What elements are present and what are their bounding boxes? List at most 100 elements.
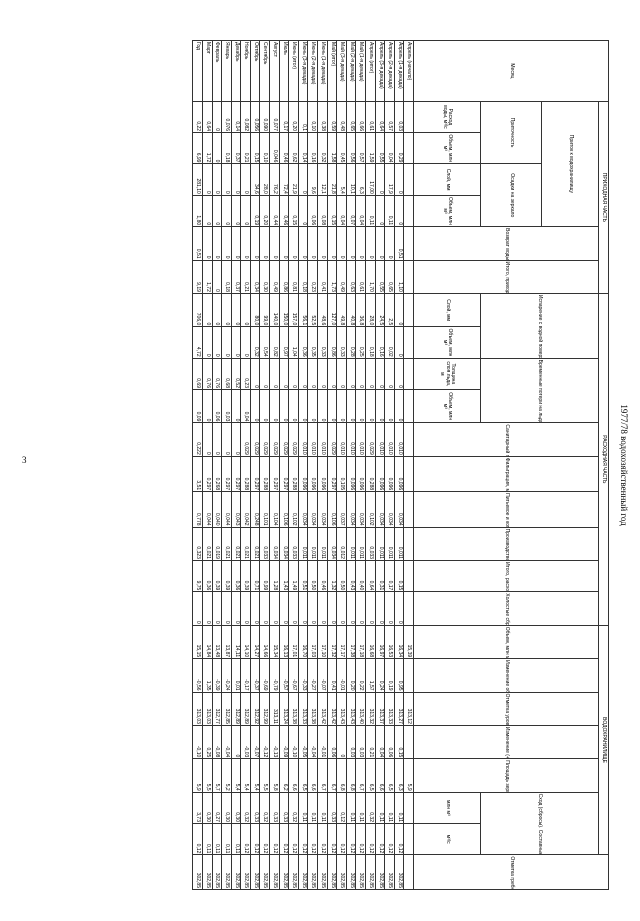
- value-cell: 0: [192, 591, 203, 626]
- value-cell: 16,13: [279, 625, 289, 659]
- inflow-header: Приточность: [480, 101, 542, 164]
- table-row: Май (3-я декада) 0,48 0,45 5,4 0,04 0 0,49 49,8…: [336, 40, 347, 890]
- value-cell: [403, 823, 414, 855]
- value-cell: -0,05: [298, 725, 308, 759]
- value-cell: 3,51: [192, 456, 203, 492]
- value-cell: 0: [317, 358, 328, 390]
- month-cell: Ноябрь: [240, 40, 251, 102]
- value-cell: 0,22: [192, 101, 203, 133]
- value-cell: 0,101: [260, 491, 270, 528]
- value-cell: 0: [327, 358, 337, 390]
- value-cell: 302,85: [221, 854, 232, 890]
- value-cell: 0,30: [231, 792, 241, 824]
- table-row: Май (итог) 0,59 1,58 21,8 0,15 0 1,73 127,0 0,86…: [327, 40, 337, 890]
- value-cell: 72,4: [279, 163, 289, 196]
- value-cell: [403, 591, 414, 626]
- value-cell: 0,034: [375, 491, 385, 528]
- value-cell: -0,07: [317, 658, 328, 693]
- value-cell: 0,248: [250, 491, 260, 528]
- value-cell: 17,01: [288, 625, 299, 659]
- value-cell: 0,011: [307, 527, 318, 561]
- table-row: Июнь (итог) 0,20 0,62 21,9 0,15 0 0,81 157,0 1,0…: [288, 40, 299, 890]
- ice-volume-header: Объем, млн м³: [413, 389, 481, 423]
- value-cell: 1,04: [288, 326, 299, 359]
- value-cell: 0,029: [240, 422, 251, 457]
- value-cell: 0: [212, 101, 222, 133]
- value-cell: 0,20: [346, 658, 356, 693]
- value-cell: 0,010: [384, 422, 395, 457]
- value-cell: 0,044: [221, 491, 232, 528]
- value-cell: 0,02: [384, 326, 395, 359]
- value-cell: 0,021: [202, 527, 213, 561]
- value-cell: 0,029: [365, 422, 376, 457]
- value-cell: [403, 560, 414, 592]
- value-cell: [403, 132, 414, 164]
- table-row: Май (2-я декада) 0,65 0,56 10,1 0,07 0 0,63 40,…: [346, 40, 356, 890]
- value-cell: 0,034: [298, 491, 308, 528]
- value-cell: 706,0: [192, 293, 203, 327]
- value-cell: 0,15: [394, 725, 404, 759]
- value-cell: 0: [384, 358, 395, 390]
- value-cell: 0,076: [221, 101, 232, 133]
- value-cell: 0,021: [240, 527, 251, 561]
- value-cell: 0: [375, 195, 385, 227]
- value-cell: 0: [384, 389, 395, 423]
- value-cell: 0: [394, 358, 404, 390]
- value-cell: 0: [279, 358, 289, 390]
- value-cell: 302,85: [240, 854, 251, 890]
- value-cell: 0: [346, 389, 356, 423]
- value-cell: 0,52: [231, 358, 241, 390]
- value-cell: 0,46: [317, 560, 328, 592]
- value-cell: 0,55: [375, 260, 385, 294]
- value-cell: 2,5: [384, 293, 395, 327]
- value-cell: 0: [365, 358, 376, 390]
- value-cell: 0,010: [307, 422, 318, 457]
- value-cell: 0,33: [250, 792, 260, 824]
- value-cell: 0,82: [269, 326, 280, 359]
- value-cell: 0: [202, 591, 213, 626]
- value-cell: 0,11: [384, 195, 395, 227]
- value-cell: 15,39: [403, 625, 414, 659]
- value-cell: 0,07: [346, 195, 356, 227]
- value-cell: 17,00: [365, 163, 376, 196]
- value-cell: 16,53: [384, 625, 395, 659]
- value-cell: 0: [346, 358, 356, 390]
- value-cell: 0: [212, 226, 222, 261]
- value-cell: 302,85: [346, 854, 356, 890]
- value-cell: 0: [221, 591, 232, 626]
- value-cell: 0: [355, 226, 366, 261]
- value-cell: 0,04: [355, 195, 366, 227]
- value-cell: 0,41: [317, 260, 328, 294]
- value-cell: 0,57: [384, 101, 395, 133]
- value-cell: 0,08: [317, 195, 328, 227]
- value-cell: 0,019: [212, 527, 222, 561]
- value-cell: 312,77: [212, 692, 222, 726]
- value-cell: -0,39: [212, 658, 222, 693]
- value-cell: 0,11: [394, 792, 404, 824]
- value-cell: [403, 163, 414, 196]
- value-cell: 0,12: [336, 792, 347, 824]
- value-cell: 0: [221, 293, 232, 327]
- value-cell: 302,85: [327, 854, 337, 890]
- value-cell: 0,03: [346, 725, 356, 759]
- value-cell: 0,36: [231, 560, 241, 592]
- value-cell: 0,30: [221, 792, 232, 824]
- value-cell: 5,2: [221, 758, 232, 793]
- value-cell: 0,11: [202, 823, 213, 855]
- reservoir-section-header: ВОДОХРАНИЛИЩЕ: [598, 625, 609, 855]
- month-cell: Май (2-я декада): [346, 40, 356, 102]
- value-cell: 0,32: [250, 326, 260, 359]
- value-cell: 0: [212, 422, 222, 457]
- value-cell: 0,04: [336, 195, 347, 227]
- value-cell: 5,5: [202, 758, 213, 793]
- value-cell: 313,27: [394, 692, 404, 726]
- value-cell: 6,3: [355, 163, 366, 196]
- value-cell: 1,73: [327, 260, 337, 294]
- value-cell: 14,66: [260, 625, 270, 659]
- value-cell: 0,33: [336, 326, 347, 359]
- value-cell: 6,8: [346, 758, 356, 793]
- value-cell: 127,0: [327, 293, 337, 327]
- value-cell: 0,76: [202, 358, 213, 390]
- month-cell: Март: [202, 40, 213, 102]
- table-row: Ноябрь 0,082 0,21 0 0 0 0,21 0 0 0,23 0,04 0,029 0,2…: [240, 40, 251, 890]
